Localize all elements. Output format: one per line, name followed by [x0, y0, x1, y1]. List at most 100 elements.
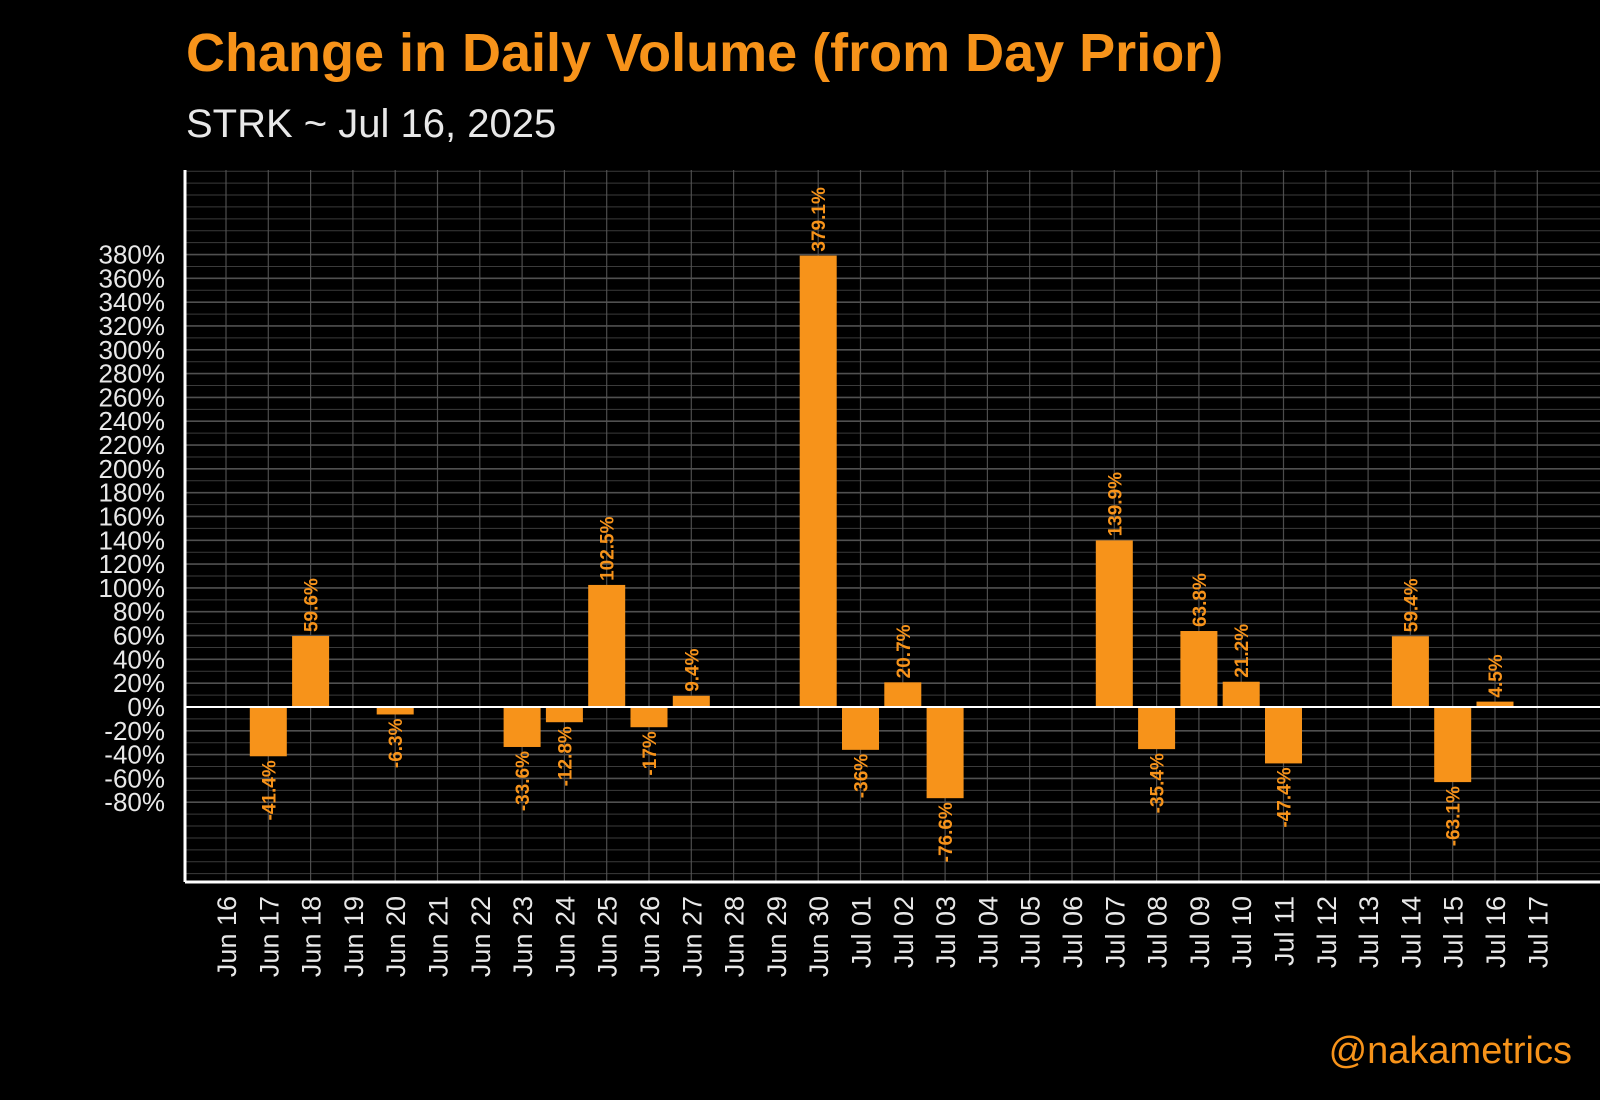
data-labels: -41.4% 59.6% -6.3% -33.6% -12.8% 102.5% -17% 9.…: [259, 187, 1507, 862]
data-label: 379.1%: [809, 187, 830, 252]
x-tick-label: Jul 15: [1439, 896, 1469, 968]
bar-jul-08: [1138, 706, 1176, 750]
y-tick-label: 220%: [99, 430, 166, 460]
data-label: 102.5%: [598, 516, 619, 581]
y-tick-label: 260%: [99, 382, 166, 412]
y-tick-label: -20%: [104, 716, 165, 746]
y-tick-label: 0%: [127, 692, 165, 722]
x-tick-label: Jun 22: [466, 896, 496, 977]
y-tick-label: -60%: [104, 763, 165, 793]
data-label: -35.4%: [1148, 753, 1169, 813]
bar-jun-25: [588, 584, 626, 707]
data-label: 9.4%: [682, 648, 703, 691]
bar-jul-07: [1095, 540, 1133, 707]
x-tick-label: Jun 24: [550, 896, 580, 977]
bar-jun-26: [630, 706, 668, 728]
y-tick-label: 60%: [113, 621, 165, 651]
chart-title: Change in Daily Volume (from Day Prior): [186, 23, 1224, 83]
y-tick-label: 240%: [99, 406, 166, 436]
data-label: -12.8%: [555, 726, 576, 786]
x-tick-label: Jul 01: [847, 896, 877, 968]
data-label: -76.6%: [936, 802, 957, 862]
x-tick-label: Jun 18: [297, 896, 327, 977]
data-label: -63.1%: [1444, 786, 1465, 846]
bar-jul-02: [884, 682, 922, 707]
data-label: -47.4%: [1275, 767, 1296, 827]
data-label: 4.5%: [1486, 654, 1507, 697]
x-tick-label: Jun 21: [424, 896, 454, 977]
bar-jul-15: [1434, 706, 1472, 783]
bar-jul-01: [842, 706, 879, 750]
bar-jun-24: [545, 706, 583, 723]
y-tick-label: 180%: [99, 478, 166, 508]
chart-subtitle: STRK ~ Jul 16, 2025: [186, 102, 557, 146]
x-tick-label: Jul 10: [1227, 896, 1257, 968]
grid-lines: [185, 170, 1600, 882]
x-tick-label: Jun 17: [254, 896, 284, 977]
x-tick-label: Jul 03: [931, 896, 961, 968]
y-tick-label: 120%: [99, 549, 166, 579]
x-tick-label: Jul 08: [1143, 896, 1173, 968]
x-tick-label: Jul 06: [1058, 896, 1088, 968]
x-tick-label: Jun 28: [720, 896, 750, 977]
y-tick-label: -40%: [104, 740, 165, 770]
bar-jun-18: [292, 636, 330, 707]
y-tick-label: -80%: [104, 787, 165, 817]
data-label: 21.2%: [1232, 624, 1253, 678]
bar-jun-30: [799, 255, 837, 707]
bar-jul-03: [926, 706, 964, 799]
bar-jun-20: [376, 706, 414, 715]
bar-jul-14: [1391, 636, 1429, 707]
x-tick-label: Jun 30: [804, 896, 834, 977]
y-tick-label: 280%: [99, 359, 166, 389]
y-tick-label: 320%: [99, 311, 166, 341]
x-tick-label: Jul 13: [1354, 896, 1384, 968]
data-label: 139.9%: [1105, 472, 1126, 537]
bar-jun-23: [503, 706, 541, 747]
bar-jun-27: [672, 695, 710, 707]
x-tick-label: Jun 29: [762, 896, 792, 977]
bars: [249, 255, 1514, 799]
x-tick-label: Jun 27: [677, 896, 707, 977]
data-label: 59.4%: [1401, 578, 1422, 632]
x-tick-label: Jul 02: [889, 896, 919, 968]
data-label: 59.6%: [302, 578, 323, 632]
y-tick-label: 40%: [113, 644, 165, 674]
x-tick-label: Jul 07: [1100, 896, 1130, 968]
y-tick-label: 80%: [113, 597, 165, 627]
x-tick-label: Jun 23: [508, 896, 538, 977]
data-label: 63.8%: [1190, 573, 1211, 627]
x-tick-label: Jun 25: [593, 896, 623, 977]
data-label: -41.4%: [259, 760, 280, 820]
data-label: -33.6%: [513, 751, 534, 811]
data-label: -6.3%: [386, 718, 407, 768]
y-tick-label: 360%: [99, 263, 166, 293]
y-tick-label: 340%: [99, 287, 166, 317]
y-tick-label: 100%: [99, 573, 166, 603]
y-tick-label: 20%: [113, 668, 165, 698]
bar-jul-16: [1476, 701, 1514, 707]
x-tick-label: Jul 14: [1396, 896, 1426, 968]
data-label: -36%: [852, 754, 873, 798]
x-tick-label: Jul 09: [1185, 896, 1215, 968]
x-tick-labels: Jun 16 Jun 17 Jun 18 Jun 19 Jun 20 Jun 21 Jun …: [212, 896, 1553, 977]
data-label: -17%: [640, 731, 661, 775]
x-tick-label: Jul 17: [1523, 896, 1553, 968]
x-tick-label: Jun 19: [339, 896, 369, 977]
x-tick-label: Jul 16: [1481, 896, 1511, 968]
x-tick-label: Jul 04: [973, 896, 1003, 968]
x-tick-label: Jun 20: [381, 896, 411, 977]
bar-jul-09: [1180, 631, 1218, 707]
bar-jul-10: [1222, 681, 1260, 707]
watermark-handle: @nakametrics: [1328, 1030, 1572, 1072]
y-tick-label: 380%: [99, 240, 166, 270]
bar-jun-17: [249, 706, 287, 757]
axes: [183, 170, 1600, 884]
x-tick-label: Jun 16: [212, 896, 242, 977]
bar-jul-11: [1265, 706, 1302, 764]
y-tick-label: 300%: [99, 335, 166, 365]
x-tick-label: Jul 11: [1270, 896, 1300, 966]
y-tick-label: 200%: [99, 454, 166, 484]
x-tick-label: Jul 05: [1016, 896, 1046, 968]
